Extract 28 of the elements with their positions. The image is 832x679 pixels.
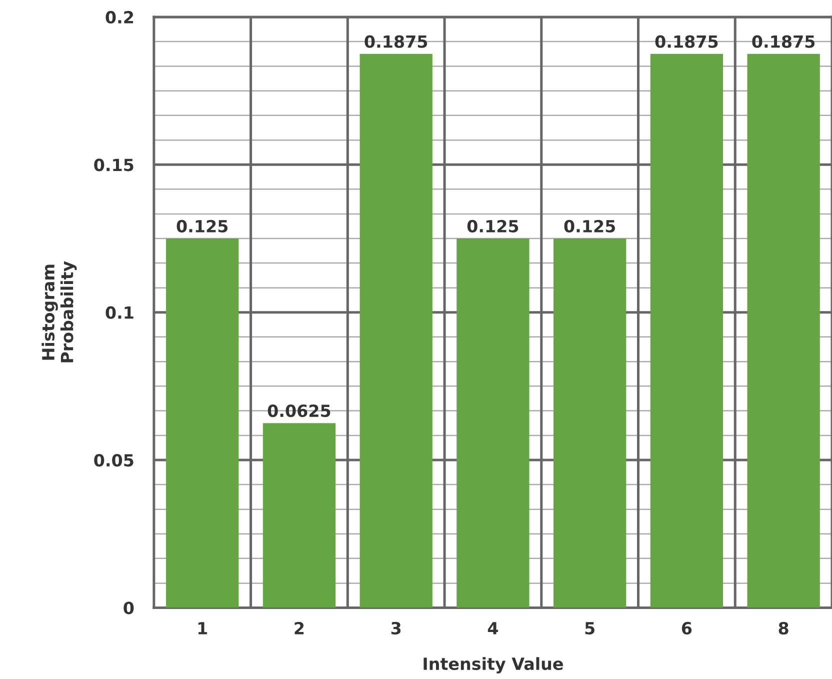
data-label: 0.1875 — [655, 35, 718, 48]
data-label: 0.1875 — [752, 35, 815, 48]
bar — [650, 54, 724, 608]
x-tick-label: 1 — [198, 622, 208, 634]
x-tick-label: 3 — [391, 622, 401, 634]
data-label: 0.125 — [176, 220, 228, 232]
bar — [747, 54, 820, 608]
data-label: 0.125 — [467, 220, 518, 232]
data-label: 0.125 — [564, 220, 616, 232]
y-tick-label: 0.15 — [94, 158, 134, 172]
x-tick-label: 6 — [682, 622, 692, 634]
data-label: 0.0625 — [268, 404, 330, 418]
x-tick-label: 4 — [488, 622, 498, 634]
bar — [360, 54, 432, 608]
y-tick-label: 0 — [124, 602, 134, 614]
bar — [456, 238, 530, 608]
y-tick-label: 0.05 — [94, 454, 134, 467]
bar — [166, 238, 239, 608]
y-axis-title: Histogram Probability — [42, 261, 77, 362]
y-tick-label: 0.2 — [106, 10, 134, 24]
y-tick-label: 0.1 — [106, 306, 134, 319]
x-tick-label: 2 — [294, 622, 304, 634]
x-axis-title: Intensity Value — [424, 657, 563, 674]
bar — [262, 423, 336, 608]
bar — [554, 238, 626, 608]
data-label: 0.1875 — [364, 35, 428, 48]
x-tick-label: 8 — [778, 622, 788, 634]
x-tick-label: 5 — [585, 622, 594, 634]
